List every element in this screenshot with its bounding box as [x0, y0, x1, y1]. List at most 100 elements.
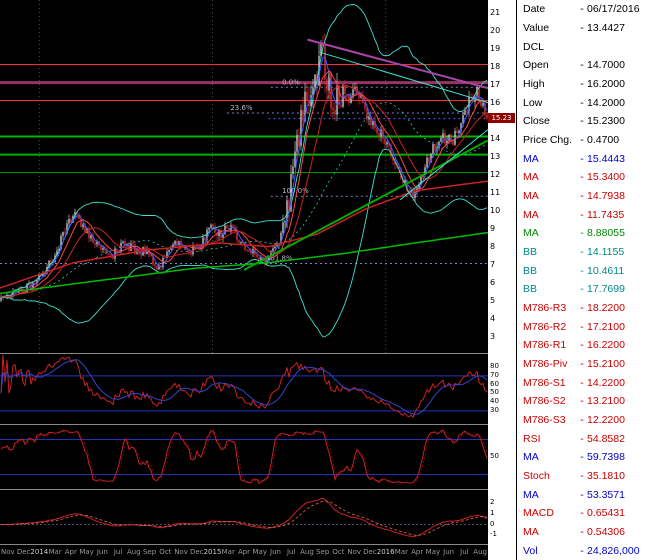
panel-row: Close -15.2300 [517, 112, 660, 131]
axis-tick-label: 10 [490, 206, 501, 216]
axis-tick-label: 30 [490, 405, 499, 414]
axis-tick-label: 21 [490, 8, 501, 18]
panel-row-separator: - [580, 376, 584, 389]
panel-row-separator: - [580, 190, 584, 203]
panel-row: Stoch -35.1810 [517, 467, 660, 486]
time-axis-label: May [425, 548, 441, 556]
panel-row-label: M786-R3 [523, 302, 567, 315]
panel-row: BB -17.7699 [517, 280, 660, 299]
panel-row-separator: - [580, 59, 584, 72]
svg-text:100.0%: 100.0% [282, 187, 309, 195]
pane-splitter[interactable] [0, 353, 488, 354]
axis-tick-label: 80 [490, 362, 499, 371]
price-axis[interactable]: 15.23 2120191817161514131211109876543807… [488, 0, 516, 560]
panel-row-separator: - [580, 451, 584, 464]
panel-row: Vol -24,826,000 [517, 541, 660, 560]
time-axis[interactable]: Nov Dec 2014 Mar Apr May Jun Jul Aug Sep Oct Nov Dec… [0, 545, 488, 560]
panel-row-separator: - [580, 22, 584, 34]
axis-tick-label: -1 [490, 530, 497, 539]
time-axis-label: Mar [221, 548, 235, 556]
time-axis-label: May [252, 548, 267, 556]
panel-row-value: 14.7938 [587, 190, 625, 203]
panel-row-separator: - [580, 488, 584, 501]
panel-row-value: 11.7435 [587, 208, 625, 221]
axis-tick-label: 16 [490, 98, 501, 108]
axis-tick-label: 6 [490, 278, 496, 288]
panel-row-label: Stoch [523, 470, 550, 483]
panel-row-label: MA [523, 488, 539, 501]
axis-tick-label: 17 [490, 80, 501, 90]
time-axis-label: Nov [1, 548, 15, 556]
time-axis-label: Jun [443, 548, 455, 556]
panel-row-label: Date [523, 3, 546, 16]
panel-row-label: Low [523, 96, 543, 109]
last-price-marker: 15.23 [488, 113, 515, 124]
panel-row-value: 12.2200 [587, 414, 625, 427]
stoch-pane[interactable] [0, 425, 488, 489]
panel-row: M786-S1 -14.2200 [517, 373, 660, 392]
panel-row: MA -15.3400 [517, 168, 660, 187]
price-pane[interactable]: 0.0% 23.6% 100.0% 161.8% [0, 0, 488, 353]
panel-row: Price Chg. -0.4700 [517, 131, 660, 150]
axis-tick-label: 2 [490, 497, 495, 506]
time-axis-label: Jun [96, 548, 108, 556]
panel-row: MA -0.54306 [517, 523, 660, 542]
axis-tick-label: 7 [490, 260, 496, 270]
panel-row-label: Close [523, 115, 550, 128]
panel-row-value: 35.1810 [587, 470, 625, 483]
price-chart-svg: 0.0% 23.6% 100.0% 161.8% [0, 0, 488, 353]
axis-tick-label: 13 [490, 152, 501, 162]
panel-row: Open -14.7000 [517, 56, 660, 75]
axis-tick-label: 19 [490, 44, 501, 54]
panel-row-value: 59.7398 [587, 451, 625, 464]
axis-tick-label: 12 [490, 170, 501, 180]
panel-row-separator: - [580, 78, 584, 91]
panel-row-separator: - [580, 526, 584, 539]
axis-tick-label: 1 [490, 508, 495, 517]
panel-row-label: M786-S3 [523, 414, 566, 427]
panel-row: MA -8.88055 [517, 224, 660, 243]
pane-splitter[interactable] [0, 424, 488, 425]
time-axis-label: Nov [174, 548, 188, 556]
panel-row: MA -59.7398 [517, 448, 660, 467]
panel-row-separator: - [580, 96, 584, 109]
pane-splitter[interactable] [0, 489, 488, 490]
pane-splitter[interactable] [0, 544, 488, 545]
panel-row-value: 13.4427 [587, 22, 625, 34]
time-axis-label: Apr [64, 548, 77, 556]
time-axis-label: Oct [332, 548, 345, 556]
panel-row-separator: - [580, 264, 584, 277]
panel-row: MA -11.7435 [517, 205, 660, 224]
panel-row-label: BB [523, 264, 538, 277]
panel-row-label: High [523, 78, 545, 91]
rsi-chart-svg [0, 354, 488, 424]
panel-row: BB -14.1155 [517, 243, 660, 262]
panel-row: MA -14.7938 [517, 187, 660, 206]
panel-row-value: 15.2300 [587, 115, 625, 128]
axis-tick-label: 40 [490, 397, 499, 406]
panel-row-value: 10.4611 [587, 264, 625, 277]
macd-pane[interactable] [0, 490, 488, 544]
panel-row-label: RSI [523, 432, 541, 445]
panel-row-separator: - [580, 339, 584, 352]
panel-row-separator: - [580, 227, 584, 240]
axis-tick-label: 3 [490, 332, 496, 342]
chart-column: 0.0% 23.6% 100.0% 161.8% Nov Dec 2014 Mar Apr Ma… [0, 0, 516, 560]
panel-row-separator: - [580, 470, 584, 483]
rsi-pane[interactable] [0, 354, 488, 424]
panel-row-label: MA [523, 227, 539, 240]
panel-row-label: DCL [523, 40, 545, 53]
axis-tick-label: 4 [490, 314, 496, 324]
time-axis-label: Aug [300, 548, 314, 556]
axis-tick-label: 18 [490, 62, 501, 72]
time-axis-label: Jul [113, 548, 123, 556]
panel-row-separator: - [580, 134, 584, 147]
panel-row: High -16.2000 [517, 75, 660, 94]
panel-row-label: MACD [523, 507, 554, 520]
time-axis-label: Sep [142, 548, 157, 556]
panel-row-value: 0.65431 [587, 507, 625, 520]
svg-text:23.6%: 23.6% [230, 104, 253, 112]
panel-row-separator: - [580, 302, 584, 315]
panel-row-value: 16.2200 [587, 339, 625, 352]
